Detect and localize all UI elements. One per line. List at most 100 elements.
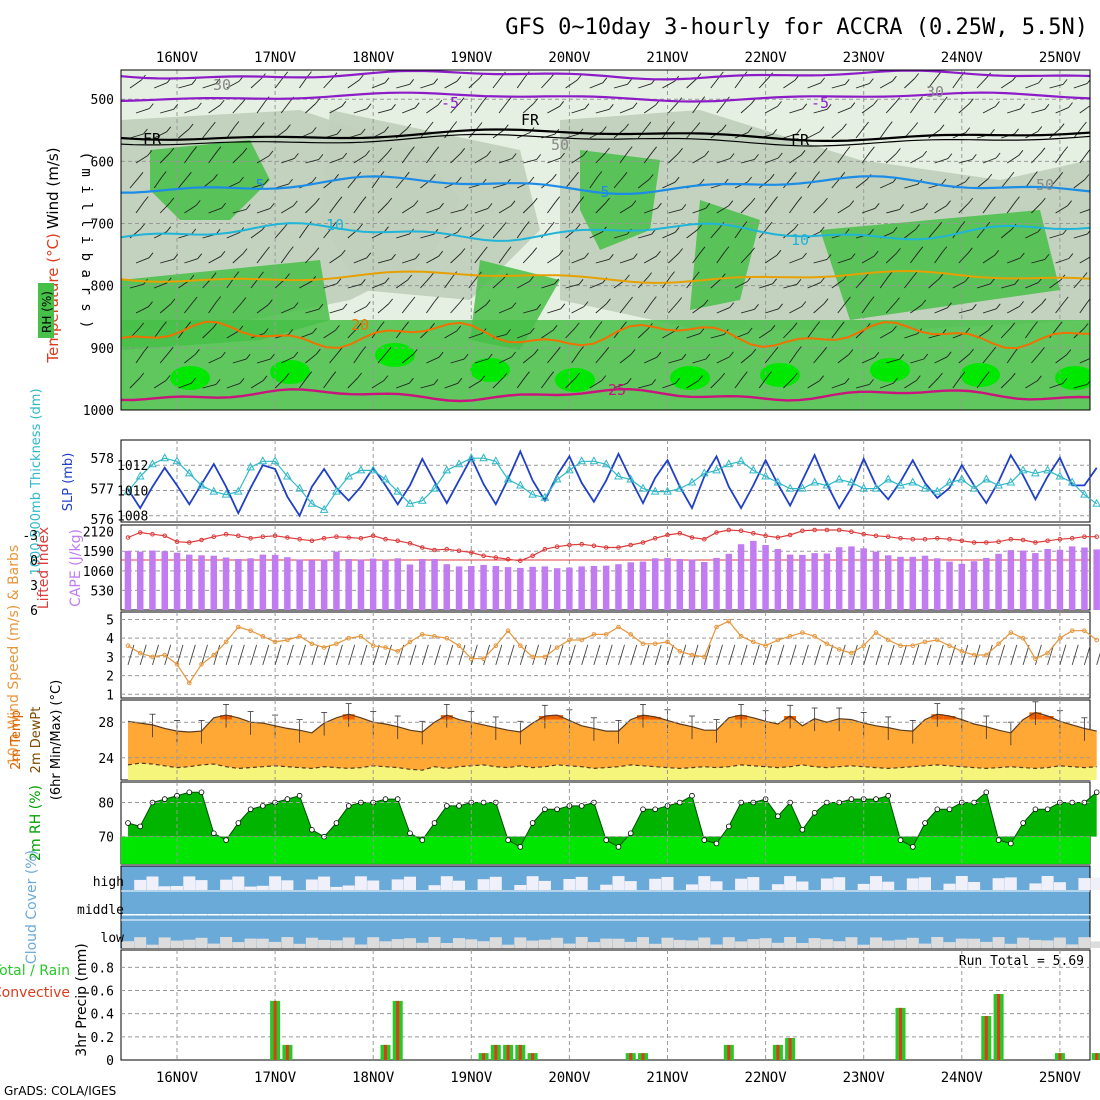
thickness-point — [761, 471, 770, 480]
wind-barb — [619, 205, 633, 214]
cape-bar — [443, 564, 450, 610]
wind-barb — [160, 258, 174, 264]
cloud-middle-bar — [686, 914, 698, 916]
thickness-point — [614, 471, 623, 480]
wind-barb — [831, 128, 843, 139]
wind-barb — [565, 133, 580, 139]
wind-barb-flag — [987, 173, 993, 180]
cape-bar — [517, 567, 524, 610]
wind-barb-flag — [1093, 352, 1097, 357]
wind-barb — [783, 176, 793, 189]
wind-barb — [208, 356, 222, 364]
wind-barb — [764, 254, 778, 264]
cape-bar — [688, 559, 696, 610]
cloud-middle-bar — [367, 914, 380, 916]
wind-barb — [541, 329, 554, 339]
wind-barb-flag — [239, 378, 245, 384]
wind-speed-point — [984, 652, 989, 658]
wind-barb-flag — [361, 346, 367, 352]
wind-barb-flag — [507, 96, 512, 103]
rh-2m-point — [125, 820, 131, 826]
wind-barb — [547, 351, 557, 364]
cloud-high-bar — [943, 883, 956, 890]
wind-speed-point — [579, 637, 585, 643]
wind-barb-flag — [414, 102, 420, 109]
cape-bar — [235, 559, 242, 610]
wind-barb — [789, 201, 799, 214]
cloud-low-bar — [575, 937, 588, 948]
thickness-point — [307, 498, 317, 507]
li-point — [652, 536, 658, 541]
wind-barb-flag — [410, 296, 416, 303]
wind-barb-flag — [750, 197, 756, 204]
thickness-point — [491, 456, 501, 465]
precip-conv-bar — [629, 1053, 633, 1060]
cloud-high-bar — [1053, 882, 1066, 890]
wind-barb — [637, 328, 649, 339]
cloud-high-bar — [404, 876, 416, 890]
cloud-low-bar — [784, 937, 797, 948]
cloud-middle-bar — [919, 914, 931, 916]
li-point — [554, 544, 560, 550]
li-point — [456, 548, 462, 554]
wind-barb-flag — [729, 153, 735, 159]
wind-barb — [154, 82, 168, 89]
wind-10m-barb — [262, 644, 270, 666]
wind-barb — [135, 201, 145, 214]
wind-barb — [910, 207, 924, 214]
cloud-level-low: low — [101, 931, 125, 946]
date-label-bottom: 21NOV — [646, 1070, 689, 1086]
cloud-high-bar — [820, 878, 833, 890]
wind-barb-flag — [220, 251, 226, 257]
wind-10m-barb — [470, 644, 478, 666]
thickness-point — [847, 477, 856, 486]
wind-barb-flag — [1063, 296, 1069, 303]
wind-barb-flag — [769, 173, 775, 180]
wind-barb-flag — [844, 228, 850, 235]
wind-10m-barb — [299, 644, 307, 666]
wind-barb-flag — [189, 274, 195, 281]
wind-barb — [813, 108, 828, 114]
wind-10m-barb — [593, 644, 601, 666]
wind-barb-flag — [677, 297, 683, 303]
thickness-point — [123, 486, 133, 495]
li-point — [334, 534, 339, 540]
cape-bar — [835, 547, 843, 610]
date-axis-bottom: 16NOV 17NOV 18NOV 19NOV 20NOV 21NOV 22NOV 23NOV… — [156, 1070, 1082, 1086]
wind-barb — [1006, 351, 1016, 364]
li-point — [898, 536, 903, 541]
cape-bar — [737, 544, 745, 610]
wind-barb-flag — [506, 246, 512, 252]
wind-barb — [184, 151, 193, 164]
rh-2m-point — [161, 796, 168, 802]
cloud-middle-bar — [256, 914, 269, 916]
temp-peak — [551, 715, 564, 720]
temp-tick: 24 — [98, 752, 114, 767]
wind-barb — [662, 231, 676, 239]
precip-conv-bar — [482, 1053, 486, 1060]
wind-barb — [1025, 231, 1039, 239]
wind-barb-flag — [965, 327, 971, 334]
contour-label: 5 — [600, 183, 609, 201]
rh-2m-point — [382, 796, 389, 802]
wind-barb-flag — [938, 273, 944, 280]
wind-barb — [855, 179, 868, 189]
cloud-high-bar — [575, 876, 588, 890]
cloud-low-bar — [857, 944, 870, 948]
wind-speed-point — [947, 643, 952, 649]
cloud-low-bar — [906, 937, 919, 948]
wind-barb — [734, 376, 744, 389]
cape-bar — [1056, 549, 1064, 610]
thickness-point — [405, 498, 415, 507]
wind-barb-flag — [605, 147, 610, 154]
wind-speed-point — [873, 630, 879, 635]
rh-2m-point — [419, 837, 426, 843]
wind-10m-barb — [826, 644, 834, 666]
wind-barb-flag — [938, 372, 943, 379]
thickness-point — [258, 456, 268, 465]
wind-barb-flag — [366, 103, 372, 109]
wind-barb — [305, 103, 317, 114]
wind-barb — [281, 356, 295, 364]
wind-barb-flag — [815, 321, 821, 327]
